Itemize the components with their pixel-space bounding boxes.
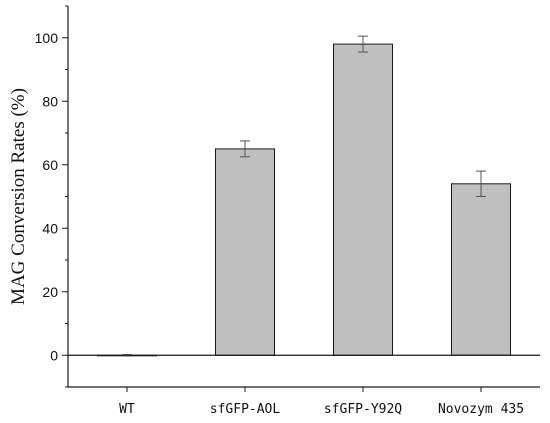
bar-sfgfp-y92q: [333, 43, 393, 356]
error-bar-sfgfp-y92q: [358, 35, 368, 53]
bar-novozym-435: [451, 183, 511, 356]
x-tick-label: sfGFP-AOL: [210, 402, 281, 417]
error-bar-sfgfp-aol: [240, 140, 250, 158]
x-tick-label: Novozym 435: [438, 402, 524, 417]
x-tick-label: sfGFP-Y92Q: [324, 402, 402, 417]
y-axis-title: MAG Conversion Rates (%): [8, 88, 29, 305]
y-tick-label: 60: [42, 157, 58, 173]
y-tick-label: 0: [50, 347, 58, 363]
y-tick-label: 80: [42, 93, 58, 109]
bars: [97, 43, 511, 357]
x-tick-label: WT: [119, 402, 135, 417]
error-bar-novozym-435: [476, 170, 486, 197]
bar-sfgfp-aol: [215, 148, 275, 356]
y-tick-label: 100: [35, 30, 59, 46]
x-ticks: WT sfGFP-AOL sfGFP-Y92Q Novozym 435: [119, 387, 524, 417]
y-tick-label: 40: [42, 220, 58, 236]
y-ticks: 0 20 40 60 80 100: [35, 5, 68, 388]
y-tick-label: 20: [42, 284, 58, 300]
error-bars: [122, 35, 486, 357]
